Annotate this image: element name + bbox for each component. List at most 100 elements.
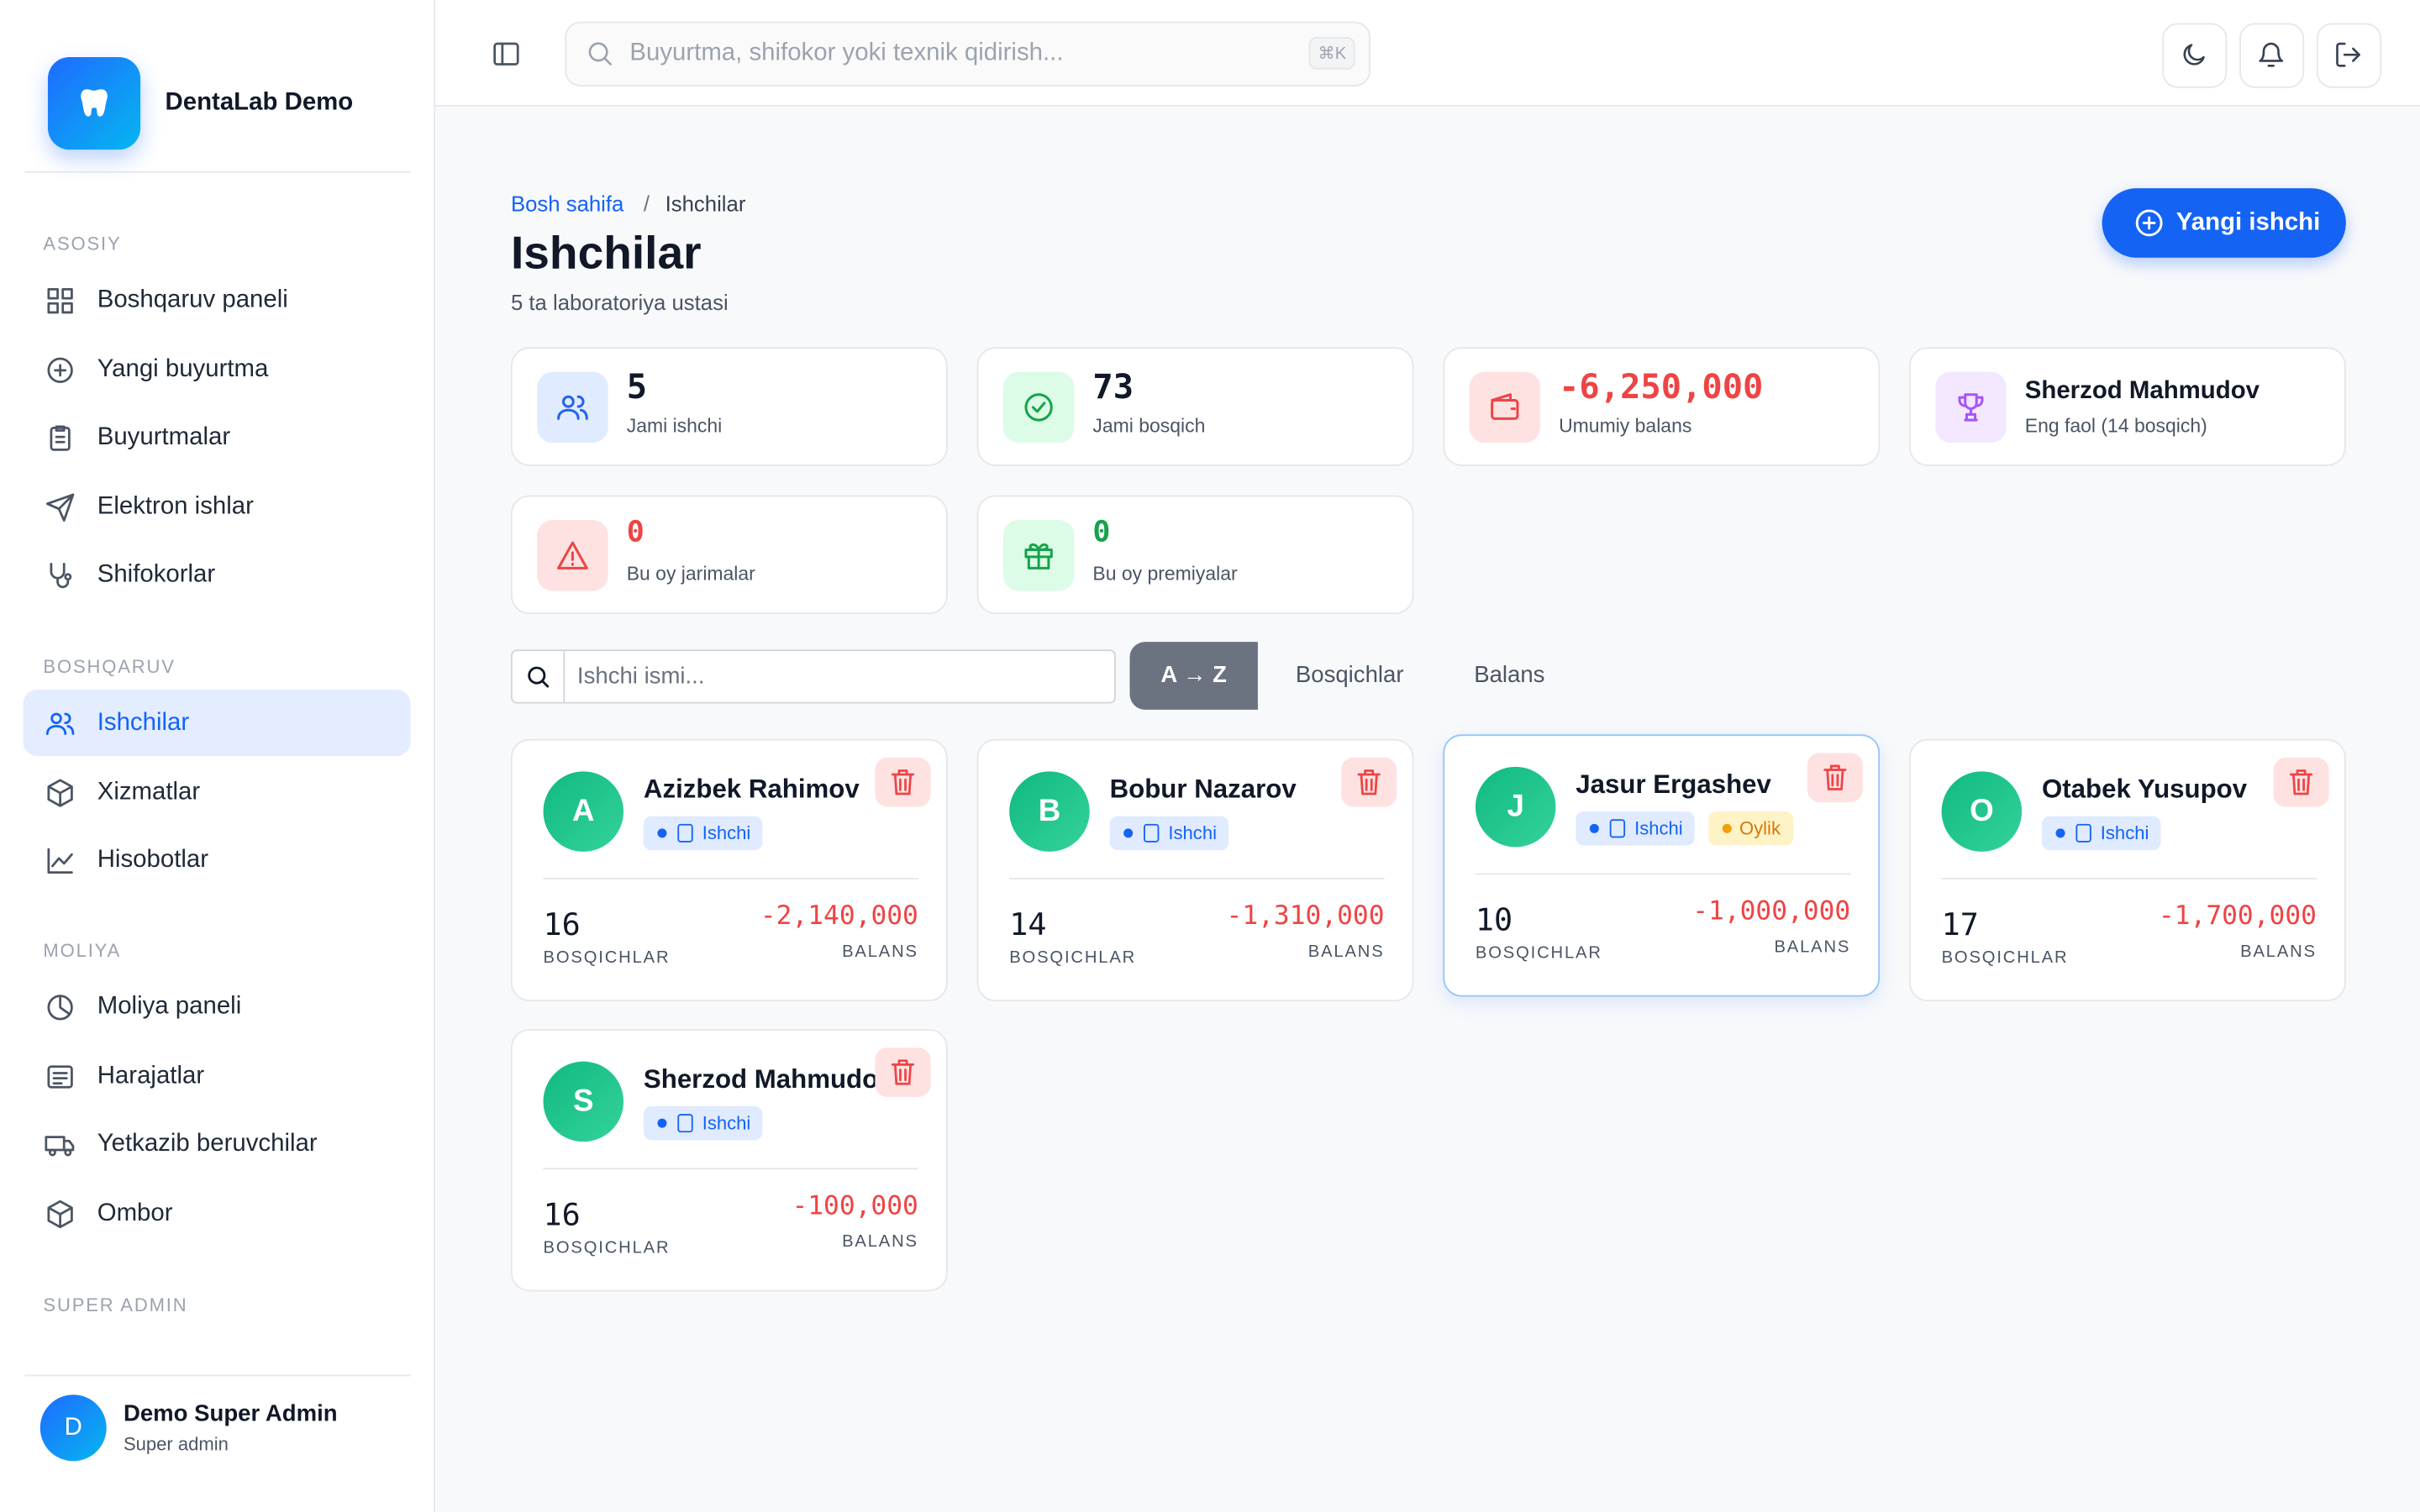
nav-label: Boshqaruv paneli [97,286,288,313]
icon [891,1059,915,1085]
nav-item[interactable]: Ombor [24,1180,411,1247]
icon [47,848,73,874]
divider [1941,878,2317,879]
breadcrumb-link[interactable]: Bosh sahifa [510,191,624,217]
icon [1491,393,1519,420]
icon [1357,769,1381,795]
icon [1024,393,1053,422]
nav-item[interactable]: Buyurtmalar [24,405,411,471]
icon [45,1136,75,1157]
nav-item[interactable]: Xizmatlar [24,759,411,825]
icon-button[interactable] [2162,23,2228,88]
badge-dot [1722,823,1732,833]
stages-label: BOSQICHLAR [543,948,671,968]
stat-value: 0 [626,515,644,549]
worker-balance: -1,000,000 [1692,896,1851,927]
stat-label: Umumiy balans [1559,415,1692,437]
sidebar: DentaLab Demo ASOSIY Boshqaruv paneli Yangi… [0,0,435,1512]
worker-card[interactable]: J Jasur Ergashev Ishchi Oylik 10 BOSQICHLAR -1… [1443,734,1881,997]
icon [81,89,108,117]
worker-card[interactable]: B Bobur Nazarov Ishchi 14 BOSQICHLAR -1,310,0… [976,738,1414,1002]
worker-card[interactable]: S Sherzod Mahmudov Ishchi 16 BOSQICHLAR -100,… [510,1029,948,1292]
badge: Ishchi [2041,816,2162,851]
stat-label: Eng faol (14 bosqich) [2024,415,2207,437]
nav-label: Ombor [97,1200,173,1226]
nav-item[interactable]: Boshqaruv paneli [24,267,411,333]
badge-icon [2075,823,2091,843]
stat-icon-box [537,371,608,444]
sort-option[interactable]: Balans [1474,661,1545,689]
divider [1475,873,1851,875]
divider [24,171,411,173]
nav-label: Harajatlar [97,1062,205,1089]
badge-icon [1609,819,1626,838]
icon [1823,764,1847,790]
icon [50,563,72,589]
brand: DentaLab Demo [165,89,354,116]
nav-item[interactable]: Yetkazib beruvchilar [24,1111,411,1178]
search-box[interactable]: Buyurtma, shifokor yoki texnik qidirish.… [565,21,1371,87]
worker-avatar: O [1941,771,2023,852]
sort-option[interactable]: Bosqichlar [1295,661,1404,689]
stat-icon-box [1002,519,1075,591]
balance-label: BALANS [842,1232,918,1252]
nav-item[interactable]: Hisobotlar [24,827,411,894]
delete-button[interactable] [1807,753,1863,803]
nav-item[interactable]: Shifokorlar [24,542,411,608]
worker-name: Bobur Nazarov [1109,774,1297,804]
page-title: Ishchilar [510,228,702,280]
nav-item[interactable]: Yangi buyurtma [24,336,411,402]
nav-item[interactable]: Ishchilar [23,690,411,756]
avatar: D [39,1394,107,1462]
stages-label: BOSQICHLAR [543,1238,671,1257]
stat-value: Sherzod Mahmudov [2024,377,2260,405]
worker-balance: -1,310,000 [1226,900,1385,932]
new-button[interactable]: Yangi ishchi [2102,188,2346,258]
balance-label: BALANS [1774,937,1851,957]
worker-avatar: A [543,771,624,852]
worker-name: Jasur Ergashev [1576,769,1771,800]
delete-button[interactable] [1341,757,1397,807]
icon-button[interactable] [2316,23,2382,88]
sort-option[interactable]: A → Z [1129,642,1258,710]
nav-label: Yangi buyurtma [97,355,269,382]
worker-balance: -2,140,000 [760,900,918,932]
divider [24,1374,411,1377]
nav-item[interactable]: Elektron ishlar [24,474,411,540]
nav-item[interactable]: Moliya paneli [24,974,411,1040]
stat-value: 5 [626,368,648,407]
stat-label: Bu oy jarimalar [626,563,755,585]
badge-dot [657,828,667,838]
icon-button[interactable] [2239,23,2305,88]
nav-label: Moliya paneli [97,993,242,1021]
icon [1024,543,1053,570]
stat-card: 0 Bu oy premiyalar [976,495,1414,615]
stages-label: BOSQICHLAR [1009,948,1137,968]
filter-search[interactable]: Ishchi ismi... [510,649,1116,704]
nav-label: Xizmatlar [97,778,201,806]
delete-button[interactable] [2273,757,2329,807]
icon [1958,393,1984,422]
divider [543,1168,918,1170]
worker-balance: -1,700,000 [2158,900,2317,932]
badge: Oylik [1708,811,1793,846]
icon [47,995,73,1021]
icon [557,541,588,570]
nav-item[interactable]: Harajatlar [24,1042,411,1109]
stat-icon-box [537,519,608,591]
worker-stages: 10 [1475,900,1513,938]
nav-label: Shifokorlar [97,562,216,589]
worker-card[interactable]: A Azizbek Rahimov Ishchi 16 BOSQICHLAR -2,140… [510,738,948,1002]
icon [47,1200,73,1228]
icon [50,425,71,452]
shortcut: ⌘K [1308,37,1356,70]
delete-button[interactable] [875,757,931,807]
stat-label: Bu oy premiyalar [1092,563,1238,585]
delete-button[interactable] [875,1047,931,1097]
badge: Ishchi [643,1105,764,1141]
badge-icon [677,1114,693,1133]
worker-card[interactable]: O Otabek Yusupov Ishchi 17 BOSQICHLAR -1,700,… [1909,738,2346,1002]
icon [528,666,550,688]
badge-icon [677,823,693,843]
badge: Ishchi [1576,811,1696,846]
